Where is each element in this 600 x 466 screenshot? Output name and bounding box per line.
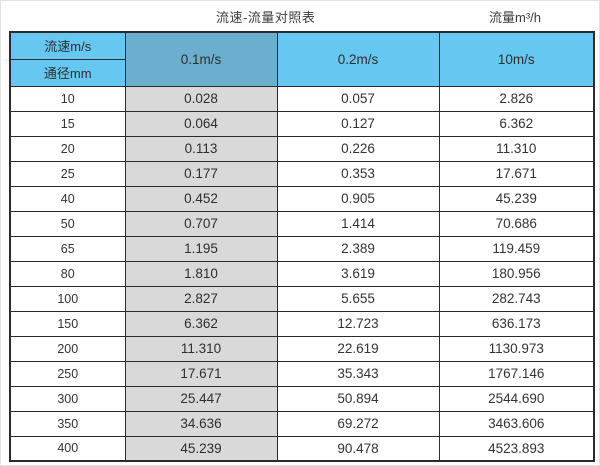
- diameter-cell: 150: [9, 310, 126, 337]
- diameter-cell: 20: [9, 135, 126, 162]
- flow-comparison-table: 流速m/s 0.1m/s 0.2m/s 10m/s 通径mm 10 0.028 0.…: [9, 31, 595, 462]
- flow-value-cell: 1.810: [124, 260, 278, 287]
- flow-value-cell: 3463.606: [438, 410, 595, 437]
- flow-value-cell: 90.478: [276, 435, 440, 462]
- flow-value-cell: 70.686: [438, 210, 595, 237]
- diameter-cell: 80: [9, 260, 126, 287]
- table-title: 流速-流量对照表: [216, 10, 316, 25]
- table-row: 400 45.239 90.478 4523.893: [9, 435, 595, 462]
- diameter-cell: 15: [9, 110, 126, 137]
- flow-value-cell: 119.459: [438, 235, 595, 262]
- diameter-cell: 50: [9, 210, 126, 237]
- flow-value-cell: 11.310: [438, 135, 595, 162]
- table-row: 200 11.310 22.619 1130.973: [9, 335, 595, 362]
- table-row: 100 2.827 5.655 282.743: [9, 285, 595, 312]
- diameter-cell: 65: [9, 235, 126, 262]
- flow-value-cell: 3.619: [276, 260, 440, 287]
- flow-value-cell: 636.173: [438, 310, 595, 337]
- flow-value-cell: 2.389: [276, 235, 440, 262]
- flow-value-cell: 1.414: [276, 210, 440, 237]
- title-bar: 流速-流量对照表 流量m³/h: [1, 1, 599, 31]
- table-row: 40 0.452 0.905 45.239: [9, 185, 595, 212]
- flow-value-cell: 12.723: [276, 310, 440, 337]
- table-row: 15 0.064 0.127 6.362: [9, 110, 595, 137]
- flow-value-cell: 5.655: [276, 285, 440, 312]
- flow-value-cell: 0.707: [124, 210, 278, 237]
- header-row-velocity: 流速m/s 0.1m/s 0.2m/s 10m/s: [9, 31, 595, 87]
- flow-value-cell: 0.028: [124, 85, 278, 112]
- table-row: 80 1.810 3.619 180.956: [9, 260, 595, 287]
- flow-value-cell: 69.272: [276, 410, 440, 437]
- diameter-cell: 200: [9, 335, 126, 362]
- flow-value-cell: 17.671: [124, 360, 278, 387]
- flow-value-cell: 4523.893: [438, 435, 595, 462]
- flow-value-cell: 11.310: [124, 335, 278, 362]
- header-diameter-label: 通径mm: [9, 58, 126, 87]
- flow-value-cell: 1.195: [124, 235, 278, 262]
- flow-unit-label: 流量m³/h: [489, 10, 542, 25]
- flow-value-cell: 2.826: [438, 85, 595, 112]
- flow-value-cell: 180.956: [438, 260, 595, 287]
- flow-value-cell: 34.636: [124, 410, 278, 437]
- header-velocity-label: 流速m/s: [9, 31, 126, 60]
- table-row: 50 0.707 1.414 70.686: [9, 210, 595, 237]
- flow-value-cell: 0.113: [124, 135, 278, 162]
- table-row: 20 0.113 0.226 11.310: [9, 135, 595, 162]
- flow-value-cell: 50.894: [276, 385, 440, 412]
- table-body: 10 0.028 0.057 2.826 15 0.064 0.127 6.362 20 0.11…: [9, 85, 595, 462]
- diameter-cell: 350: [9, 410, 126, 437]
- table-header: 流速m/s 0.1m/s 0.2m/s 10m/s 通径mm: [9, 31, 595, 87]
- flow-value-cell: 1767.146: [438, 360, 595, 387]
- flow-value-cell: 0.127: [276, 110, 440, 137]
- header-row-diameter: 通径mm: [9, 58, 594, 87]
- flow-value-cell: 0.353: [276, 160, 440, 187]
- flow-value-cell: 2.827: [124, 285, 278, 312]
- flow-value-cell: 45.239: [124, 435, 278, 462]
- header-col-0-2ms: 0.2m/s: [276, 31, 440, 87]
- flow-value-cell: 22.619: [276, 335, 440, 362]
- table-row: 150 6.362 12.723 636.173: [9, 310, 595, 337]
- diameter-cell: 40: [9, 185, 126, 212]
- diameter-cell: 300: [9, 385, 126, 412]
- table-row: 65 1.195 2.389 119.459: [9, 235, 595, 262]
- header-col-0-1ms: 0.1m/s: [124, 31, 278, 87]
- table-row: 10 0.028 0.057 2.826: [9, 85, 595, 112]
- diameter-cell: 250: [9, 360, 126, 387]
- flow-value-cell: 17.671: [438, 160, 595, 187]
- flow-value-cell: 2544.690: [438, 385, 595, 412]
- table-row: 300 25.447 50.894 2544.690: [9, 385, 595, 412]
- flow-value-cell: 0.057: [276, 85, 440, 112]
- flow-value-cell: 0.226: [276, 135, 440, 162]
- flow-value-cell: 0.177: [124, 160, 278, 187]
- flow-value-cell: 0.905: [276, 185, 440, 212]
- flow-value-cell: 25.447: [124, 385, 278, 412]
- flow-value-cell: 45.239: [438, 185, 595, 212]
- table-row: 25 0.177 0.353 17.671: [9, 160, 595, 187]
- flow-value-cell: 6.362: [438, 110, 595, 137]
- table-row: 250 17.671 35.343 1767.146: [9, 360, 595, 387]
- header-col-10ms: 10m/s: [438, 31, 595, 87]
- flow-value-cell: 6.362: [124, 310, 278, 337]
- diameter-cell: 25: [9, 160, 126, 187]
- flow-value-cell: 1130.973: [438, 335, 595, 362]
- flow-value-cell: 282.743: [438, 285, 595, 312]
- diameter-cell: 100: [9, 285, 126, 312]
- diameter-cell: 10: [9, 85, 126, 112]
- flow-value-cell: 0.064: [124, 110, 278, 137]
- diameter-cell: 400: [9, 435, 126, 462]
- flow-value-cell: 35.343: [276, 360, 440, 387]
- flow-value-cell: 0.452: [124, 185, 278, 212]
- table-row: 350 34.636 69.272 3463.606: [9, 410, 595, 437]
